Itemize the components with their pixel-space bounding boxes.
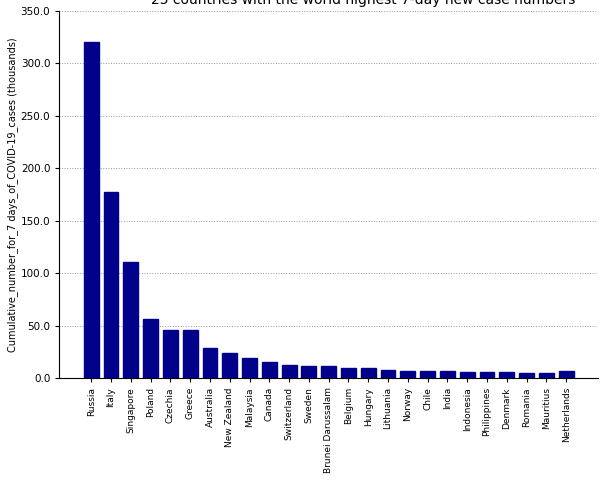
Bar: [222, 353, 237, 378]
Bar: [539, 373, 554, 378]
Bar: [519, 373, 534, 378]
Bar: [499, 372, 514, 378]
Bar: [321, 367, 336, 378]
Bar: [480, 372, 494, 378]
Bar: [341, 368, 356, 378]
Bar: [361, 368, 376, 378]
Bar: [301, 367, 316, 378]
Bar: [401, 371, 415, 378]
Bar: [381, 370, 396, 378]
Bar: [282, 365, 296, 378]
Bar: [163, 330, 178, 378]
Text: 25 countries with the world highest 7-day new case numbers: 25 countries with the world highest 7-da…: [151, 0, 575, 7]
Bar: [123, 262, 138, 378]
Bar: [83, 42, 99, 378]
Bar: [262, 362, 276, 378]
Bar: [143, 319, 158, 378]
Bar: [203, 348, 217, 378]
Bar: [183, 330, 198, 378]
Bar: [559, 371, 574, 378]
Bar: [440, 371, 455, 378]
Bar: [103, 192, 119, 378]
Y-axis label: Cumulative_number_for_7 days_of_COVID-19_cases (thousands): Cumulative_number_for_7 days_of_COVID-19…: [7, 37, 18, 352]
Bar: [460, 372, 474, 378]
Bar: [420, 371, 435, 378]
Bar: [242, 358, 257, 378]
